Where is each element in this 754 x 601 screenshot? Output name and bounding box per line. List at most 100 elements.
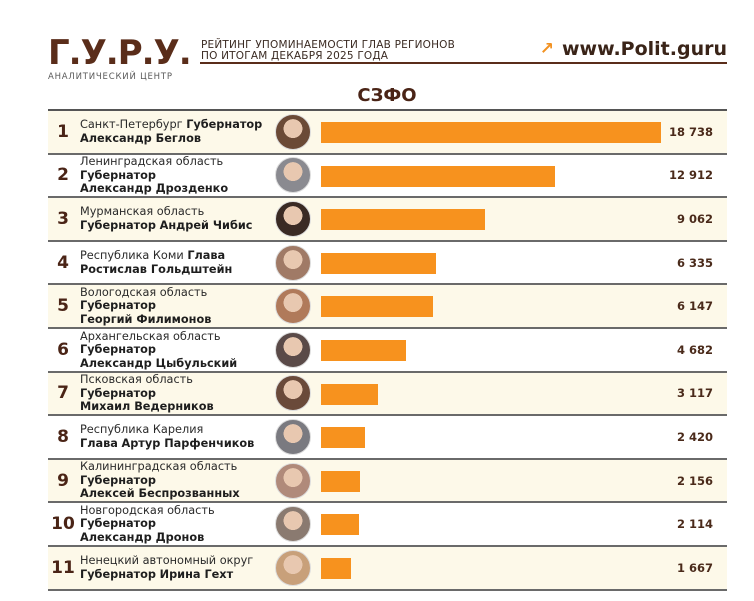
post: Губернатор: [80, 218, 157, 232]
rank-number: 2: [57, 165, 69, 186]
post: Глава: [80, 436, 118, 450]
avatar: [275, 549, 311, 586]
mention-bar: [321, 296, 433, 318]
header-divider: [200, 62, 727, 64]
mention-bar: [321, 339, 406, 361]
bar-track: [321, 557, 352, 579]
governor-info: Псковская область Губернатор Михаил Ведерн…: [78, 373, 272, 414]
bar-track: [321, 252, 436, 274]
name: Александр Дронов: [80, 530, 205, 544]
name: Алексей Беспрозванных: [80, 487, 240, 501]
mention-count: 12 912: [668, 168, 713, 183]
rank-number: 10: [51, 514, 75, 535]
table-row: 2 Ленинградская область Губернатор Алексан…: [48, 154, 727, 199]
name: Александр Цыбульский: [80, 356, 238, 370]
mention-count: 9 062: [676, 211, 713, 226]
region-title: СЗФО: [357, 85, 417, 106]
governor-info: Калининградская область Губернатор Алексей…: [78, 460, 272, 501]
governor-info: Ненецкий автономный округ Губернатор Ирин…: [78, 554, 272, 581]
post: Глава: [187, 249, 226, 263]
mention-bar: [321, 165, 556, 187]
rank-number: 4: [57, 252, 69, 273]
bar-track: [321, 339, 406, 361]
region: Мурманская область: [80, 205, 205, 219]
mention-bar: [321, 514, 360, 536]
governor-info: Санкт-Петербург Губернатор Александр Бегл…: [78, 118, 272, 145]
mention-bar: [321, 427, 365, 449]
governor-info: Республика Коми Глава Ростислав Гольдштей…: [78, 249, 272, 276]
mention-count: 2 156: [676, 473, 713, 488]
logo-text: Г.У.Р.У.: [48, 33, 192, 73]
post: Губернатор: [80, 343, 157, 357]
post: Губернатор: [80, 473, 157, 487]
name: Александр Дрозденко: [80, 182, 229, 196]
post: Губернатор: [80, 517, 157, 531]
logo-subtitle: АНАЛИТИЧЕСКИЙ ЦЕНТР: [48, 72, 173, 82]
report-title-line2: ПО ИТОГАМ ДЕКАБРЯ 2025 ГОДА: [201, 50, 389, 62]
rank-number: 11: [51, 557, 75, 578]
table-row: 7 Псковская область Губернатор Михаил Веде…: [48, 372, 727, 417]
governor-info: Республика Карелия Глава Артур Парфенчико…: [78, 423, 272, 450]
governor-info: Вологодская область Губернатор Георгий Фил…: [78, 286, 272, 327]
bar-track: [321, 209, 486, 231]
region: Ленинградская область: [80, 155, 224, 169]
mention-count: 18 738: [668, 124, 713, 139]
name: Ирина Гехт: [159, 567, 234, 581]
region: Архангельская область: [80, 329, 221, 343]
region: Вологодская область: [80, 285, 208, 299]
avatar: [275, 375, 311, 412]
bar-track: [321, 514, 360, 536]
governor-info: Архангельская область Губернатор Александр…: [78, 330, 272, 371]
mention-bar: [321, 209, 486, 231]
name: Андрей Чибис: [159, 218, 253, 232]
arrow-up-right-icon: ↗: [539, 39, 554, 59]
region: Республика Коми: [80, 249, 184, 263]
post: Губернатор: [80, 567, 157, 581]
avatar: [275, 331, 311, 368]
table-row: 3 Мурманская область Губернатор Андрей Чи…: [48, 198, 727, 242]
post: Губернатор: [80, 386, 157, 400]
post: Губернатор: [80, 299, 157, 313]
mention-count: 6 147: [676, 299, 713, 314]
rank-number: 8: [57, 426, 69, 447]
mention-count: 1 667: [676, 560, 713, 575]
governor-info: Ленинградская область Губернатор Александр…: [78, 155, 272, 196]
name: Георгий Филимонов: [80, 312, 212, 326]
site-url: www.Polit.guru: [562, 38, 727, 60]
bar-track: [321, 383, 378, 405]
region: Республика Карелия: [80, 423, 204, 437]
table-row: 10 Новгородская область Губернатор Алексан…: [48, 503, 727, 547]
rank-number: 3: [57, 208, 69, 229]
name: Михаил Ведерников: [80, 400, 214, 414]
site-link[interactable]: ↗ www.Polit.guru: [540, 38, 727, 60]
avatar: [275, 506, 311, 543]
avatar: [275, 157, 311, 194]
table-row: 9 Калининградская область Губернатор Алекс…: [48, 459, 727, 504]
avatar: [275, 288, 311, 325]
report-title: РЕЙТИНГ УПОМИНАЕМОСТИ ГЛАВ РЕГИОНОВ ПО И…: [201, 40, 455, 62]
mention-count: 3 117: [676, 386, 713, 401]
rank-number: 5: [57, 296, 69, 317]
table-row: 5 Вологодская область Губернатор Георгий Ф…: [48, 285, 727, 329]
table-row: 6 Архангельская область Губернатор Алексан…: [48, 328, 727, 373]
region: Псковская область: [80, 373, 193, 387]
avatar: [275, 462, 311, 499]
guru-logo: Г.У.Р.У. АНАЛИТИЧЕСКИЙ ЦЕНТР: [48, 33, 192, 82]
bar-track: [321, 165, 556, 187]
post: Губернатор: [80, 168, 157, 182]
rank-number: 1: [57, 121, 69, 142]
region: Санкт-Петербург: [80, 118, 183, 132]
bar-track: [321, 296, 433, 318]
bar-track: [321, 122, 661, 143]
region: Новгородская область: [80, 503, 215, 517]
mention-bar: [321, 252, 436, 274]
avatar: [275, 244, 311, 281]
mention-bar: [321, 557, 352, 579]
rank-number: 9: [57, 470, 69, 491]
mention-count: 6 335: [676, 255, 713, 270]
region: Калининградская область: [80, 460, 238, 474]
governor-info: Новгородская область Губернатор Александр …: [78, 504, 272, 545]
table-row: 11 Ненецкий автономный округ Губернатор И…: [48, 546, 727, 591]
report-title-line1: РЕЙТИНГ УПОМИНАЕМОСТИ ГЛАВ РЕГИОНОВ: [201, 39, 456, 51]
name: Артур Парфенчиков: [121, 436, 255, 450]
